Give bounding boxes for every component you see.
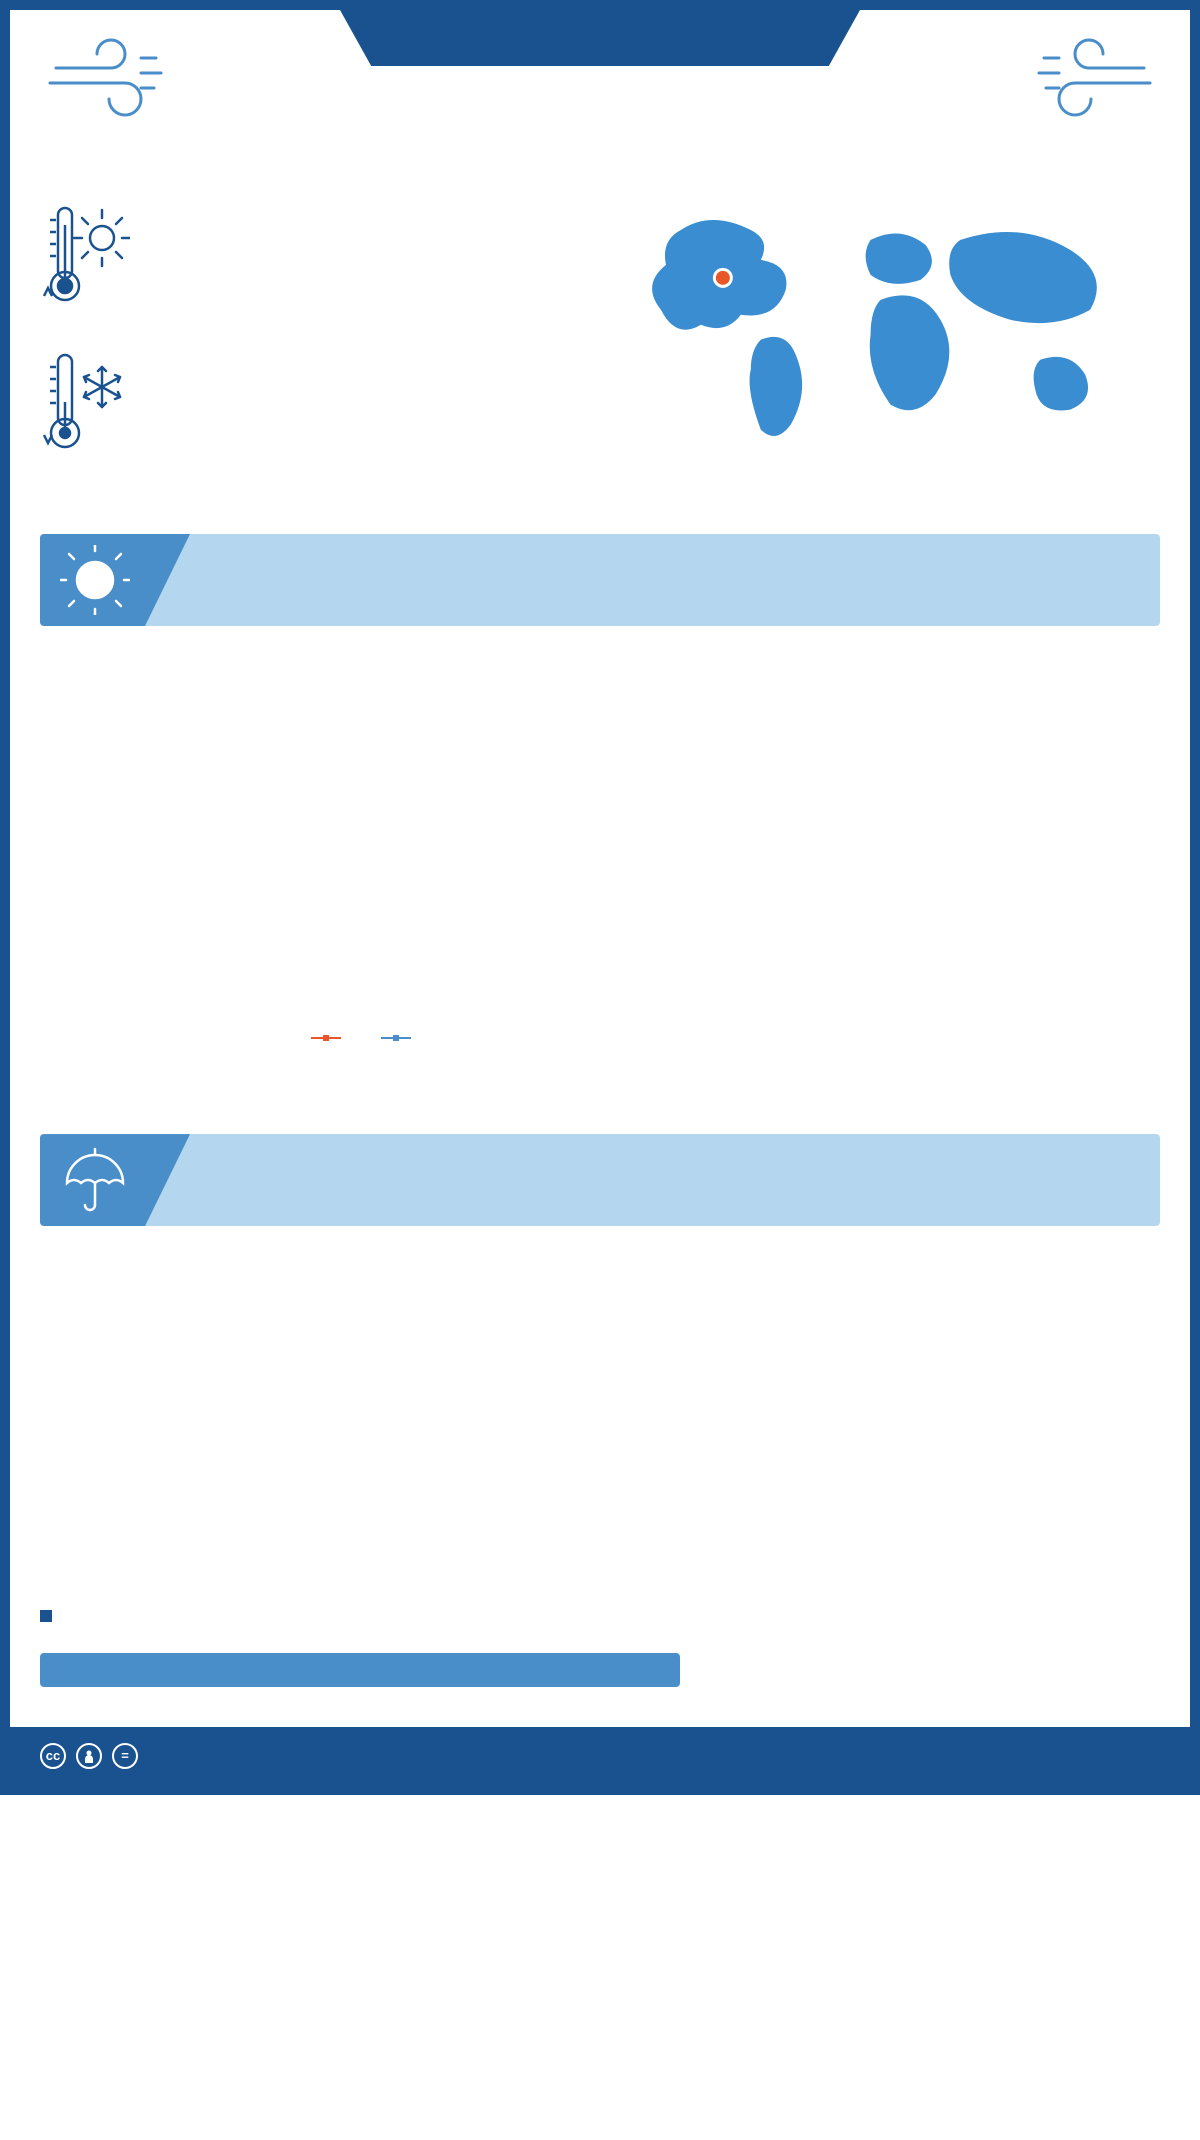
map-panel xyxy=(641,200,1160,494)
legend-min xyxy=(381,1029,411,1044)
cc-icon: cc xyxy=(40,1743,66,1769)
precip-bar-chart xyxy=(40,1266,682,1623)
title-banner xyxy=(340,10,860,66)
intro-row xyxy=(40,200,1160,494)
wind-icon xyxy=(46,38,176,133)
sun-icon xyxy=(40,534,190,626)
coldest-block xyxy=(40,347,611,462)
temperature-line-chart xyxy=(40,666,682,1044)
footer: cc = xyxy=(10,1727,1190,1785)
nd-icon: = xyxy=(112,1743,138,1769)
legend-max xyxy=(311,1029,341,1044)
coordinates xyxy=(1153,210,1168,218)
umbrella-icon xyxy=(40,1134,190,1226)
temperature-section-head xyxy=(40,534,1160,626)
chance-panel xyxy=(40,1653,680,1687)
thermometer-snow-icon xyxy=(40,347,130,462)
thermometer-sun-icon xyxy=(40,200,130,315)
header xyxy=(40,10,1160,190)
precip-section-head xyxy=(40,1134,1160,1226)
wind-icon xyxy=(1024,38,1154,133)
world-map-icon xyxy=(641,200,1160,460)
warmest-block xyxy=(40,200,611,315)
by-icon xyxy=(76,1743,102,1769)
